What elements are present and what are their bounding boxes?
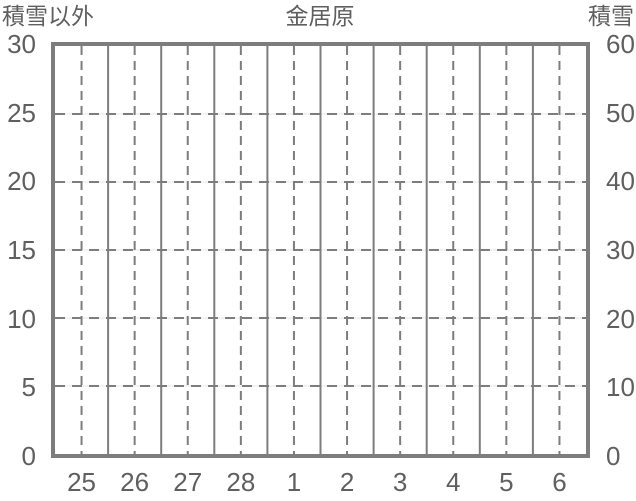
right-y-tick-label: 60 bbox=[606, 29, 635, 59]
left-y-tick-label: 30 bbox=[7, 29, 36, 59]
left-y-tick-label: 20 bbox=[7, 166, 36, 197]
plot-area bbox=[51, 42, 590, 458]
left-y-tick-label: 15 bbox=[7, 235, 36, 265]
x-tick-label: 25 bbox=[67, 467, 96, 497]
right-y-tick-label: 40 bbox=[606, 166, 635, 197]
left-axis-title: 積雪以外 bbox=[2, 3, 94, 29]
x-tick-label: 26 bbox=[120, 467, 150, 497]
right-y-tick-label: 50 bbox=[606, 97, 635, 128]
x-tick-label: 2 bbox=[339, 467, 355, 497]
x-tick-label: 1 bbox=[286, 467, 302, 497]
left-y-tick-label: 25 bbox=[7, 97, 36, 128]
right-y-tick-label: 10 bbox=[606, 372, 635, 403]
right-y-tick-label: 20 bbox=[606, 303, 635, 334]
x-tick-label: 5 bbox=[499, 467, 514, 497]
left-y-tick-label: 5 bbox=[21, 372, 36, 403]
x-tick-label: 6 bbox=[552, 467, 567, 497]
right-axis-title: 積雪 bbox=[588, 3, 634, 29]
gridlines bbox=[55, 46, 586, 454]
chart-title: 金居原 bbox=[285, 3, 355, 29]
right-y-tick-label: 0 bbox=[606, 441, 621, 471]
x-tick-label: 28 bbox=[226, 467, 256, 497]
x-tick-label: 27 bbox=[173, 467, 203, 497]
x-tick-label: 3 bbox=[392, 467, 408, 497]
right-y-tick-label: 30 bbox=[606, 235, 635, 265]
x-tick-label: 4 bbox=[446, 467, 461, 497]
left-y-tick-label: 0 bbox=[21, 441, 36, 471]
left-y-tick-label: 10 bbox=[7, 303, 36, 334]
